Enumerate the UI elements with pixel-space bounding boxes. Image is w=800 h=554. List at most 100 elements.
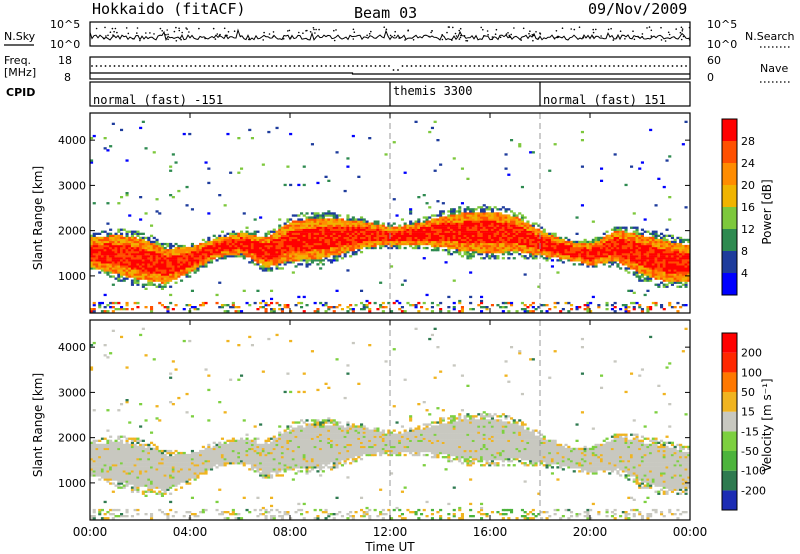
velocity-cell bbox=[103, 445, 107, 449]
power-cell bbox=[602, 255, 606, 258]
power-cell bbox=[591, 240, 595, 244]
power-cell bbox=[144, 269, 148, 272]
nsearch-point bbox=[688, 38, 691, 41]
power-cell bbox=[518, 218, 522, 221]
power-cell bbox=[283, 255, 287, 258]
power-cell bbox=[616, 240, 620, 244]
velocity-cell bbox=[106, 470, 110, 473]
power-cell bbox=[520, 220, 524, 223]
nave-point bbox=[631, 65, 633, 67]
power-cell bbox=[638, 277, 642, 280]
power-cell bbox=[242, 257, 246, 260]
power-cell bbox=[452, 226, 456, 229]
power-cell bbox=[466, 212, 470, 215]
power-cell bbox=[327, 179, 331, 182]
power-cell bbox=[520, 216, 524, 219]
power-cell bbox=[409, 220, 413, 223]
power-cell bbox=[627, 249, 631, 252]
power-cell bbox=[158, 271, 162, 274]
power-cell bbox=[130, 281, 134, 284]
power-cell bbox=[679, 275, 683, 278]
power-cell bbox=[141, 249, 145, 252]
velocity-cell bbox=[106, 449, 110, 453]
power-cell bbox=[537, 249, 541, 252]
power-cell bbox=[384, 238, 388, 242]
power-cell bbox=[635, 230, 639, 233]
freq-unit-label: [MHz] bbox=[4, 66, 36, 79]
power-cell bbox=[643, 267, 647, 270]
power-cell bbox=[660, 249, 664, 252]
power-cell bbox=[289, 218, 293, 221]
power-cell bbox=[564, 253, 568, 256]
power-cell bbox=[330, 306, 334, 309]
power-cell bbox=[147, 244, 151, 248]
power-cell bbox=[455, 222, 459, 225]
power-cell bbox=[289, 242, 293, 246]
power-cell bbox=[417, 310, 421, 313]
power-cell bbox=[182, 255, 186, 258]
power-cell bbox=[286, 306, 290, 309]
power-cell bbox=[297, 234, 301, 237]
power-cell bbox=[120, 265, 124, 268]
power-cell bbox=[469, 271, 473, 274]
power-cell bbox=[619, 242, 623, 246]
power-cell bbox=[531, 224, 535, 227]
power-cell bbox=[548, 234, 552, 237]
power-cell bbox=[136, 238, 140, 242]
power-cell bbox=[529, 226, 533, 229]
velocity-cell bbox=[95, 464, 99, 467]
power-cell bbox=[490, 255, 494, 258]
power-cell bbox=[215, 253, 219, 256]
power-cell bbox=[199, 259, 203, 262]
power-cell bbox=[122, 236, 126, 240]
power-cell bbox=[477, 246, 481, 250]
nave-point bbox=[527, 65, 530, 67]
power-cell bbox=[420, 222, 424, 225]
power-cell bbox=[433, 226, 437, 229]
power-cell bbox=[422, 238, 426, 242]
power-cell bbox=[139, 236, 143, 240]
power-cell bbox=[294, 220, 298, 223]
power-cell bbox=[447, 214, 451, 217]
power-cell bbox=[259, 246, 263, 250]
power-cell bbox=[218, 255, 222, 258]
nave-point bbox=[307, 65, 309, 67]
nave-point bbox=[599, 65, 602, 67]
power-cell bbox=[147, 253, 151, 256]
power-cell bbox=[199, 249, 203, 252]
power-cell bbox=[177, 267, 181, 270]
power-cell bbox=[343, 238, 347, 242]
velocity-cell bbox=[95, 451, 99, 455]
nave-point bbox=[563, 65, 566, 67]
power-cell bbox=[436, 240, 440, 244]
power-cell bbox=[452, 216, 456, 219]
power-cell bbox=[534, 222, 538, 225]
power-cell bbox=[469, 249, 473, 252]
power-cell bbox=[640, 308, 644, 311]
power-cell bbox=[679, 306, 683, 309]
power-cell bbox=[267, 261, 271, 264]
power-cell bbox=[673, 255, 677, 258]
power-cell bbox=[458, 251, 462, 254]
power-cell bbox=[477, 226, 481, 229]
power-cell bbox=[147, 246, 151, 250]
power-cell bbox=[526, 228, 530, 231]
power-cell bbox=[452, 157, 456, 160]
power-cell bbox=[171, 153, 175, 156]
power-cell bbox=[122, 244, 126, 248]
power-cell bbox=[136, 244, 140, 248]
power-cell bbox=[646, 249, 650, 252]
power-cell bbox=[485, 220, 489, 223]
power-cell bbox=[485, 222, 489, 225]
nave-point bbox=[172, 65, 174, 67]
power-cell bbox=[207, 249, 211, 252]
power-cell bbox=[466, 224, 470, 227]
power-cell bbox=[234, 242, 238, 246]
power-cell bbox=[346, 165, 350, 168]
power-cell bbox=[654, 267, 658, 270]
power-cell bbox=[199, 304, 203, 307]
power-cell bbox=[180, 246, 184, 250]
power-cell bbox=[193, 308, 197, 311]
power-cell bbox=[272, 261, 276, 264]
velocity-cell bbox=[92, 451, 96, 455]
